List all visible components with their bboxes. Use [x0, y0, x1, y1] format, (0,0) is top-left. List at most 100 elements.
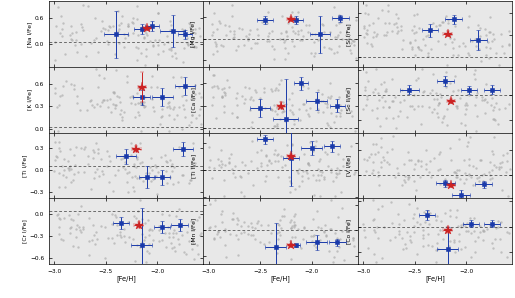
Point — [339, 157, 347, 162]
Point — [229, 211, 237, 215]
Point — [464, 221, 472, 226]
Point — [385, 20, 393, 25]
Point — [168, 169, 176, 173]
Point — [210, 72, 218, 77]
Point — [312, 97, 320, 102]
Point — [465, 93, 473, 97]
Point — [109, 24, 117, 28]
Point — [225, 23, 233, 28]
Point — [116, 21, 125, 25]
Point — [132, 154, 141, 159]
Point — [439, 19, 448, 24]
Point — [400, 218, 408, 223]
Point — [220, 194, 228, 198]
Point — [451, 23, 459, 28]
Point — [481, 97, 489, 101]
Point — [87, 40, 95, 45]
Point — [434, 232, 442, 237]
Point — [373, 224, 381, 229]
Point — [442, 14, 450, 18]
Point — [262, 152, 270, 157]
Point — [406, 237, 414, 242]
Point — [494, 225, 503, 230]
Point — [153, 192, 161, 197]
Point — [136, 128, 145, 133]
Point — [263, 21, 271, 25]
Point — [325, 46, 333, 51]
Point — [154, 51, 162, 56]
Point — [132, 164, 140, 169]
Point — [141, 103, 149, 108]
Point — [488, 176, 496, 181]
Point — [272, 105, 281, 110]
Point — [359, 221, 367, 226]
Point — [336, 237, 345, 241]
Point — [333, 235, 341, 240]
Point — [90, 104, 98, 109]
Point — [93, 236, 101, 241]
Point — [400, 97, 408, 102]
Point — [110, 91, 118, 96]
Point — [427, 110, 436, 115]
Point — [169, 105, 178, 109]
Point — [212, 41, 220, 46]
Point — [413, 219, 421, 224]
Point — [173, 230, 181, 235]
Point — [121, 35, 129, 40]
Point — [239, 219, 248, 224]
Point — [419, 233, 427, 238]
Point — [175, 84, 183, 89]
Point — [276, 218, 284, 223]
Point — [468, 39, 476, 44]
Point — [231, 96, 239, 100]
Point — [363, 93, 371, 98]
Point — [377, 81, 386, 86]
Point — [89, 155, 97, 160]
Point — [213, 232, 221, 237]
Point — [253, 166, 262, 171]
Point — [124, 33, 132, 38]
Point — [98, 169, 107, 174]
Point — [495, 161, 504, 165]
Point — [436, 227, 444, 232]
Point — [449, 89, 457, 94]
Point — [303, 161, 312, 166]
Point — [290, 234, 299, 239]
Point — [210, 235, 218, 240]
Point — [422, 167, 430, 171]
Point — [186, 22, 195, 27]
Point — [392, 125, 400, 130]
Point — [451, 170, 459, 175]
Point — [59, 83, 67, 88]
Point — [391, 234, 399, 239]
Point — [154, 10, 162, 15]
Point — [380, 224, 388, 229]
Point — [296, 118, 304, 122]
Point — [129, 30, 138, 35]
Point — [405, 202, 414, 207]
Point — [459, 181, 468, 185]
Point — [159, 48, 167, 53]
Point — [273, 152, 282, 156]
Point — [58, 34, 66, 38]
Point — [217, 164, 225, 169]
Point — [167, 46, 175, 51]
Point — [119, 32, 128, 36]
Point — [404, 177, 413, 181]
Point — [388, 146, 396, 151]
Point — [411, 53, 420, 58]
Point — [372, 34, 381, 38]
Y-axis label: [Co I/Fe]: [Co I/Fe] — [346, 218, 351, 243]
Point — [65, 212, 74, 217]
Point — [373, 235, 382, 240]
Point — [226, 232, 234, 237]
Point — [138, 160, 146, 165]
Point — [347, 108, 355, 113]
Point — [448, 40, 456, 45]
Point — [393, 171, 402, 176]
Point — [111, 103, 119, 108]
Point — [220, 86, 228, 90]
Point — [373, 173, 382, 178]
Point — [270, 102, 278, 107]
Point — [263, 39, 271, 44]
